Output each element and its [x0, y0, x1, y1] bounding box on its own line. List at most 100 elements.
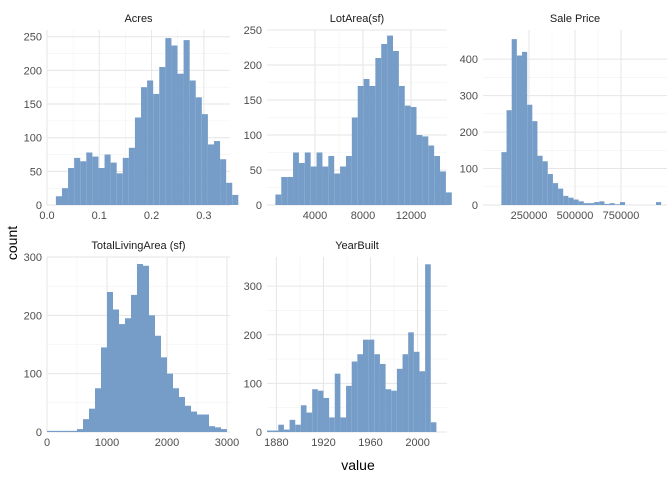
histogram-bar: [410, 107, 417, 205]
y-tick-label: 100: [460, 164, 478, 176]
histogram-bar: [116, 173, 123, 205]
histogram-bar: [201, 114, 208, 205]
histogram-bar: [619, 202, 626, 205]
histogram-bar: [413, 351, 420, 432]
histogram-bar: [125, 318, 131, 432]
y-tick-label: 300: [244, 281, 262, 293]
histogram-bar: [522, 51, 528, 205]
histogram-bar: [207, 144, 214, 205]
facet-panel: 4000 8000 12000 0 50 100 150 200 250 LotArea(sf): [244, 13, 452, 222]
facet-panel: 1880 1920 1960 2000 0 100 200 300 YearBuilt: [244, 240, 447, 449]
histogram-bar: [104, 154, 111, 205]
histogram-bar: [134, 117, 142, 205]
y-tick-label: 100: [24, 369, 42, 381]
y-tick-label: 100: [244, 130, 262, 142]
histogram-bar: [267, 430, 273, 432]
histogram-bar: [131, 294, 137, 432]
histogram-bar: [293, 152, 299, 205]
histogram-bar: [379, 363, 386, 432]
histogram-bar: [209, 426, 215, 432]
histogram-bar: [393, 51, 399, 205]
histogram-bar: [300, 405, 307, 432]
histogram-bar: [316, 152, 323, 205]
histogram-bar: [183, 40, 190, 205]
histogram-bar: [159, 67, 166, 206]
histogram-bar: [95, 388, 101, 432]
histogram-bar: [153, 93, 160, 205]
y-tick-label: 200: [244, 330, 262, 342]
histogram-bar: [59, 430, 65, 432]
histogram-bar: [527, 104, 533, 205]
histogram-bar: [310, 166, 317, 205]
histogram-bar: [80, 161, 87, 205]
histogram-bar: [351, 117, 358, 205]
histogram-bar: [322, 166, 329, 205]
histogram-bar: [304, 152, 311, 205]
histogram-bar: [537, 155, 543, 205]
histogram-bar: [278, 424, 284, 432]
histogram-bar: [89, 408, 95, 432]
histogram-bar: [558, 188, 564, 205]
histogram-bar: [445, 192, 452, 205]
x-tick-label: 1880: [264, 437, 288, 449]
histogram-bar: [416, 135, 423, 205]
y-tick-label: 0: [256, 427, 262, 439]
facet-panel: 0 1000 2000 3000 0 100 200 300 TotalLivingArea (…: [24, 240, 240, 449]
y-tick-label: 0: [472, 200, 478, 212]
histogram-bar: [428, 145, 435, 205]
histogram-bar: [532, 121, 538, 205]
histogram-bar: [396, 368, 403, 432]
y-tick-label: 200: [460, 127, 478, 139]
histogram-bar: [375, 58, 382, 205]
y-tick-label: 250: [244, 25, 262, 37]
histogram-bar: [92, 156, 99, 205]
histogram-bar: [306, 412, 313, 432]
histogram-bar: [385, 389, 392, 432]
facet-title: YearBuilt: [335, 240, 379, 252]
histogram-bar: [137, 264, 143, 432]
histogram-bar: [351, 361, 358, 432]
histogram-bar: [185, 405, 191, 432]
histogram-bar: [107, 292, 113, 432]
histogram-bar: [195, 97, 202, 205]
x-tick-label: 2000: [155, 437, 179, 449]
x-tick-label: 750000: [603, 210, 640, 222]
y-axis-title: count: [4, 226, 20, 260]
x-tick-label: 1000: [95, 437, 119, 449]
histogram-bar: [542, 161, 548, 205]
x-tick-label: 250000: [511, 210, 548, 222]
facet-title: Sale Price: [550, 13, 600, 25]
histogram-bar: [171, 45, 178, 205]
histogram-bar: [328, 156, 335, 205]
histogram-bar: [197, 414, 203, 432]
histogram-bar: [173, 388, 179, 432]
histogram-bar: [501, 152, 507, 205]
histogram-bar: [547, 174, 553, 205]
histogram-bar: [374, 354, 380, 432]
histogram-bar: [357, 354, 363, 432]
histogram-bar: [430, 422, 437, 432]
histogram-bar: [387, 35, 393, 205]
x-tick-label: 0.2: [144, 210, 159, 222]
y-tick-label: 100: [244, 378, 262, 390]
y-tick-label: 50: [30, 166, 42, 178]
histogram-bar: [149, 315, 155, 432]
histogram-bar: [47, 430, 53, 432]
histogram-bar: [213, 141, 221, 205]
histogram-bar: [312, 389, 318, 432]
y-tick-label: 100: [24, 133, 42, 145]
histogram-bar: [141, 87, 148, 205]
histogram-bar: [402, 354, 409, 432]
histogram-bar: [119, 324, 125, 432]
x-tick-label: 8000: [351, 210, 375, 222]
histogram-bar: [381, 44, 388, 205]
histogram-bar: [61, 188, 69, 205]
x-axis-title: value: [341, 457, 375, 473]
histogram-bar: [281, 177, 288, 205]
histogram-bar: [363, 339, 369, 432]
histogram-bar: [167, 373, 173, 432]
histogram-bar: [568, 197, 574, 205]
histogram-bar: [340, 166, 346, 205]
histogram-bar: [391, 390, 397, 432]
